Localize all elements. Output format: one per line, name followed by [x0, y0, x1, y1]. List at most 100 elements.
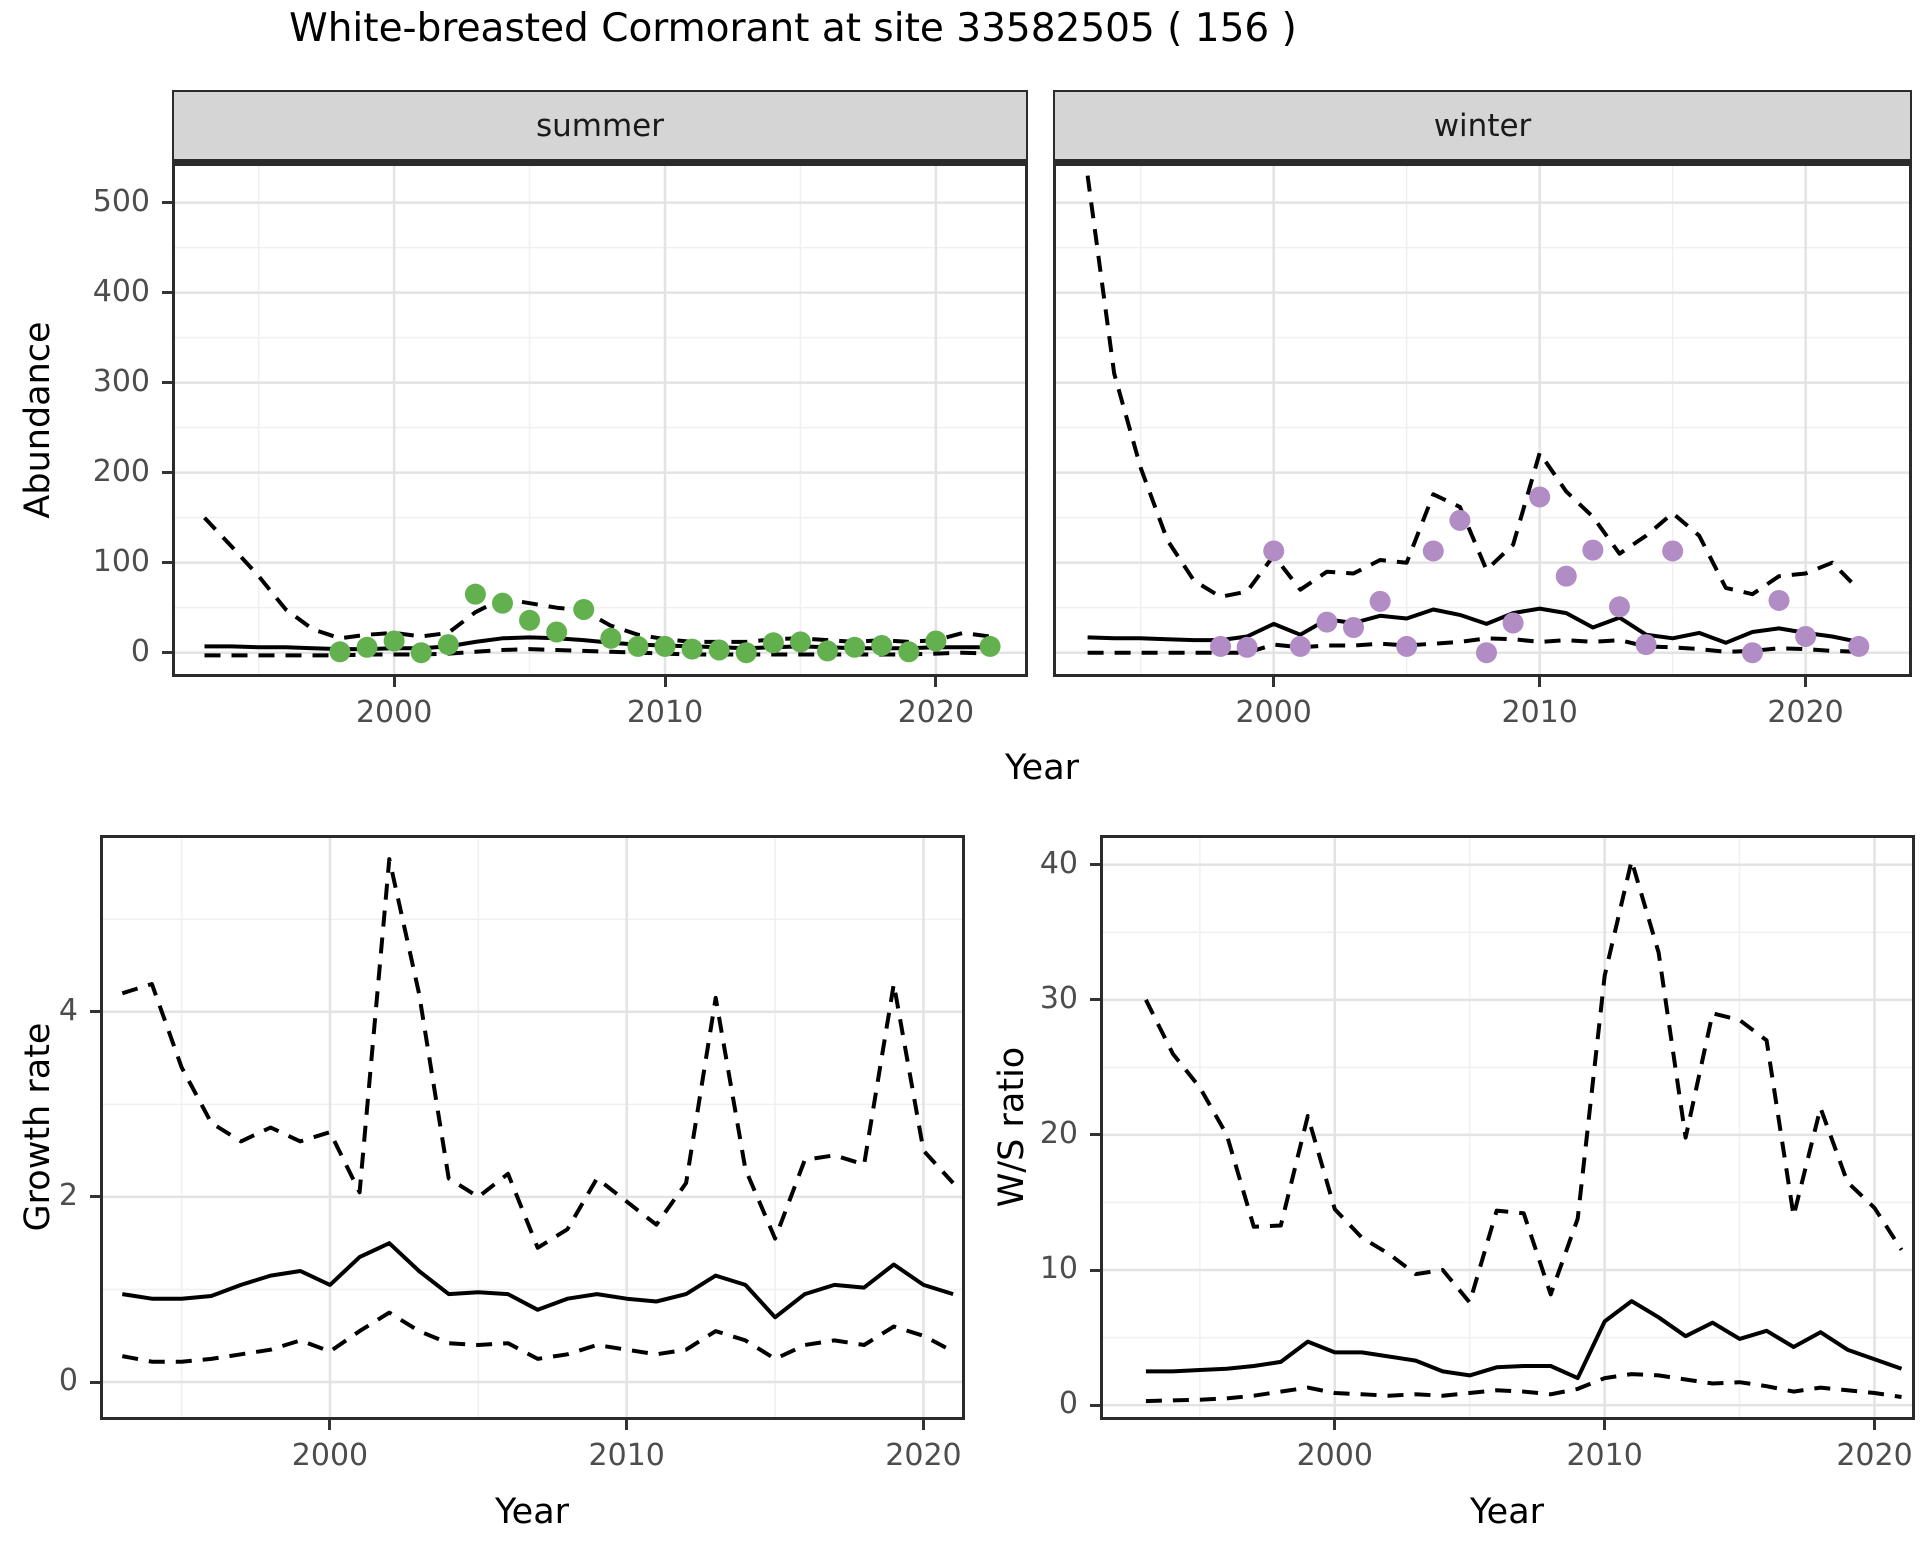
x-tick-mark-winter-2010	[1538, 677, 1542, 687]
summer-observation-point-2001	[410, 642, 432, 664]
panel-summer	[172, 163, 1028, 677]
panel-ws	[1100, 835, 1915, 1420]
winter-observation-point-1998	[1210, 635, 1232, 657]
winter-observation-point-2022	[1848, 635, 1870, 657]
summer-observation-point-2014	[762, 632, 784, 654]
y-tick-mark-ws-30	[1090, 998, 1100, 1002]
facet-strip-summer: summer	[172, 90, 1028, 163]
summer-observation-point-2017	[844, 636, 866, 658]
winter-observation-point-2018	[1741, 642, 1763, 664]
x-tick-label-summer-2000: 2000	[355, 695, 433, 730]
x-tick-label-ws-2010: 2010	[1566, 1438, 1643, 1473]
facet-strip-summer-label: summer	[535, 107, 664, 144]
winter-observation-point-2009	[1502, 612, 1524, 634]
winter-observation-point-2010	[1529, 486, 1551, 508]
winter-observation-point-2003	[1343, 616, 1365, 638]
y-tick-label-ws-40: 40	[1039, 845, 1078, 881]
winter-observation-point-1999	[1236, 636, 1258, 658]
y-tick-mark-summer-100	[162, 561, 172, 565]
panel-growth-border	[100, 835, 965, 1420]
winter-observation-point-2015	[1662, 540, 1684, 562]
facet-strip-winter-label: winter	[1433, 107, 1532, 144]
y-tick-mark-ws-20	[1090, 1133, 1100, 1137]
y-tick-mark-summer-500	[162, 201, 172, 205]
ws-lower_ci-line	[1145, 1372, 1902, 1404]
x-tick-mark-growth-2020	[921, 1420, 925, 1430]
x-tick-label-winter-2000: 2000	[1235, 695, 1312, 730]
x-tick-mark-summer-2000	[392, 677, 396, 687]
summer-observation-point-2002	[437, 634, 459, 656]
y-tick-label-summer-100: 100	[92, 543, 150, 579]
growth-upper_ci-line	[121, 857, 955, 1250]
y-tick-mark-ws-10	[1090, 1268, 1100, 1272]
x-tick-label-ws-2020: 2020	[1836, 1438, 1913, 1473]
summer-observation-point-2019	[898, 641, 920, 663]
y-tick-mark-growth-4	[90, 1010, 100, 1014]
panel-winter-border	[1053, 163, 1912, 677]
summer-observation-point-2008	[600, 627, 622, 649]
y-tick-mark-summer-300	[162, 381, 172, 385]
x-tick-label-growth-2020: 2020	[885, 1438, 962, 1473]
x-tick-mark-winter-2020	[1804, 677, 1808, 687]
summer-observation-point-2006	[546, 621, 568, 643]
x-tick-mark-ws-2000	[1333, 1420, 1337, 1430]
winter-upper_ci-line	[1085, 175, 1861, 599]
y-tick-label-summer-400: 400	[92, 273, 150, 309]
winter-observation-point-2011	[1555, 565, 1577, 587]
x-tick-mark-growth-2000	[328, 1420, 332, 1430]
panel-growth-background	[100, 835, 965, 1420]
x-tick-mark-ws-2010	[1603, 1420, 1607, 1430]
panel-ws-border	[1100, 835, 1915, 1420]
summer-observation-point-2010	[654, 635, 676, 657]
y-tick-label-growth-4: 4	[58, 992, 78, 1028]
summer-observation-point-2018	[871, 634, 893, 656]
summer-observation-point-2007	[573, 598, 595, 620]
panel-summer-background	[172, 163, 1028, 677]
winter-observation-point-2006	[1422, 540, 1444, 562]
x-tick-label-growth-2000: 2000	[291, 1438, 369, 1473]
y-tick-mark-ws-40	[1090, 863, 1100, 867]
x-tick-label-winter-2010: 2010	[1501, 695, 1578, 730]
panel-growth	[100, 835, 965, 1420]
y-tick-mark-growth-0	[90, 1380, 100, 1384]
figure-title: White-breasted Cormorant at site 3358250…	[289, 6, 1297, 51]
summer-observation-point-2003	[464, 583, 486, 605]
growth-lower_ci-line	[121, 1310, 955, 1364]
y-tick-mark-summer-400	[162, 291, 172, 295]
y-tick-label-ws-0: 0	[1058, 1386, 1078, 1422]
x-tick-label-growth-2010: 2010	[588, 1438, 665, 1473]
y-tick-label-ws-30: 30	[1039, 980, 1078, 1016]
summer-observation-point-1999	[356, 636, 378, 658]
facet-strip-winter: winter	[1053, 90, 1912, 163]
ws-estimate-line	[1145, 1299, 1903, 1381]
winter-observation-point-2014	[1635, 634, 1657, 656]
summer-observation-point-2020	[925, 630, 947, 652]
winter-observation-point-2020	[1795, 625, 1817, 647]
summer-observation-point-1998	[329, 641, 351, 663]
y-tick-label-summer-300: 300	[92, 363, 150, 399]
y-tick-label-ws-20: 20	[1039, 1115, 1078, 1151]
x-tick-mark-growth-2010	[625, 1420, 629, 1430]
summer-observation-point-2013	[735, 642, 757, 664]
y-axis-title-abundance: Abundance	[18, 321, 58, 519]
x-tick-mark-ws-2020	[1873, 1420, 1877, 1430]
y-tick-mark-summer-200	[162, 471, 172, 475]
winter-lower_ci-line	[1087, 636, 1859, 655]
summer-observation-point-2012	[708, 639, 730, 661]
winter-observation-point-2000	[1263, 540, 1285, 562]
x-tick-label-summer-2020: 2020	[897, 695, 975, 730]
x-axis-title-year-bottom-left: Year	[494, 1492, 570, 1532]
x-tick-mark-summer-2020	[934, 677, 938, 687]
x-tick-label-ws-2000: 2000	[1296, 1438, 1373, 1473]
winter-observation-point-2012	[1582, 539, 1604, 561]
winter-observation-point-2004	[1369, 590, 1391, 612]
x-tick-mark-winter-2000	[1272, 677, 1276, 687]
summer-observation-point-2011	[681, 638, 703, 660]
y-tick-mark-summer-0	[162, 651, 172, 655]
summer-observation-point-2009	[627, 635, 649, 657]
panel-winter-background	[1053, 163, 1912, 677]
winter-observation-point-2002	[1316, 611, 1338, 633]
x-tick-label-winter-2020: 2020	[1767, 695, 1844, 730]
y-tick-mark-ws-0	[1090, 1403, 1100, 1407]
